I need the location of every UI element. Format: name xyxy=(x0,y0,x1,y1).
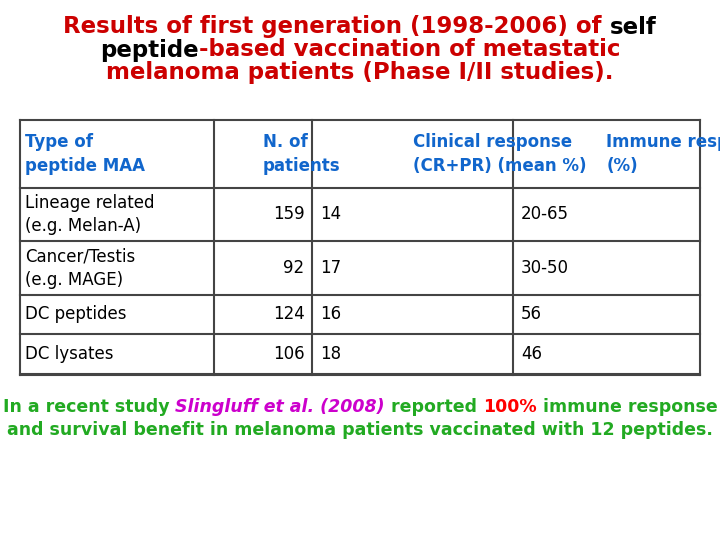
Text: In a recent study: In a recent study xyxy=(3,398,175,416)
Text: 106: 106 xyxy=(273,345,305,363)
Text: DC lysates: DC lysates xyxy=(25,345,114,363)
Text: 16: 16 xyxy=(320,306,341,323)
Text: 92: 92 xyxy=(283,259,305,277)
Text: immune response: immune response xyxy=(536,398,717,416)
Text: 159: 159 xyxy=(273,205,305,224)
Text: peptide: peptide xyxy=(100,38,199,62)
Text: 30-50: 30-50 xyxy=(521,259,569,277)
Text: Cancer/Testis
(e.g. MAGE): Cancer/Testis (e.g. MAGE) xyxy=(25,247,135,289)
Text: Lineage related
(e.g. Melan-A): Lineage related (e.g. Melan-A) xyxy=(25,193,155,235)
Text: Immune response
(%): Immune response (%) xyxy=(606,133,720,174)
Text: 17: 17 xyxy=(320,259,341,277)
Text: Results of first generation (1998-2006) of: Results of first generation (1998-2006) … xyxy=(63,16,610,38)
Text: 18: 18 xyxy=(320,345,341,363)
Text: 20-65: 20-65 xyxy=(521,205,569,224)
Text: melanoma patients (Phase I/II studies).: melanoma patients (Phase I/II studies). xyxy=(107,62,613,84)
Text: 124: 124 xyxy=(273,306,305,323)
Text: DC peptides: DC peptides xyxy=(25,306,127,323)
Text: self: self xyxy=(610,16,657,38)
Text: 56: 56 xyxy=(521,306,542,323)
Text: Clinical response
(CR+PR) (mean %): Clinical response (CR+PR) (mean %) xyxy=(413,133,586,174)
Text: 100%: 100% xyxy=(483,398,536,416)
Text: Slingluff et al. (2008): Slingluff et al. (2008) xyxy=(175,398,385,416)
Text: 14: 14 xyxy=(320,205,341,224)
Text: -based vaccination of metastatic: -based vaccination of metastatic xyxy=(199,38,620,62)
Text: and survival benefit in melanoma patients vaccinated with 12 peptides.: and survival benefit in melanoma patient… xyxy=(7,421,713,439)
Text: 46: 46 xyxy=(521,345,542,363)
Text: reported: reported xyxy=(385,398,483,416)
Text: N. of
patients: N. of patients xyxy=(263,133,341,174)
Text: Type of
peptide MAA: Type of peptide MAA xyxy=(25,133,145,174)
